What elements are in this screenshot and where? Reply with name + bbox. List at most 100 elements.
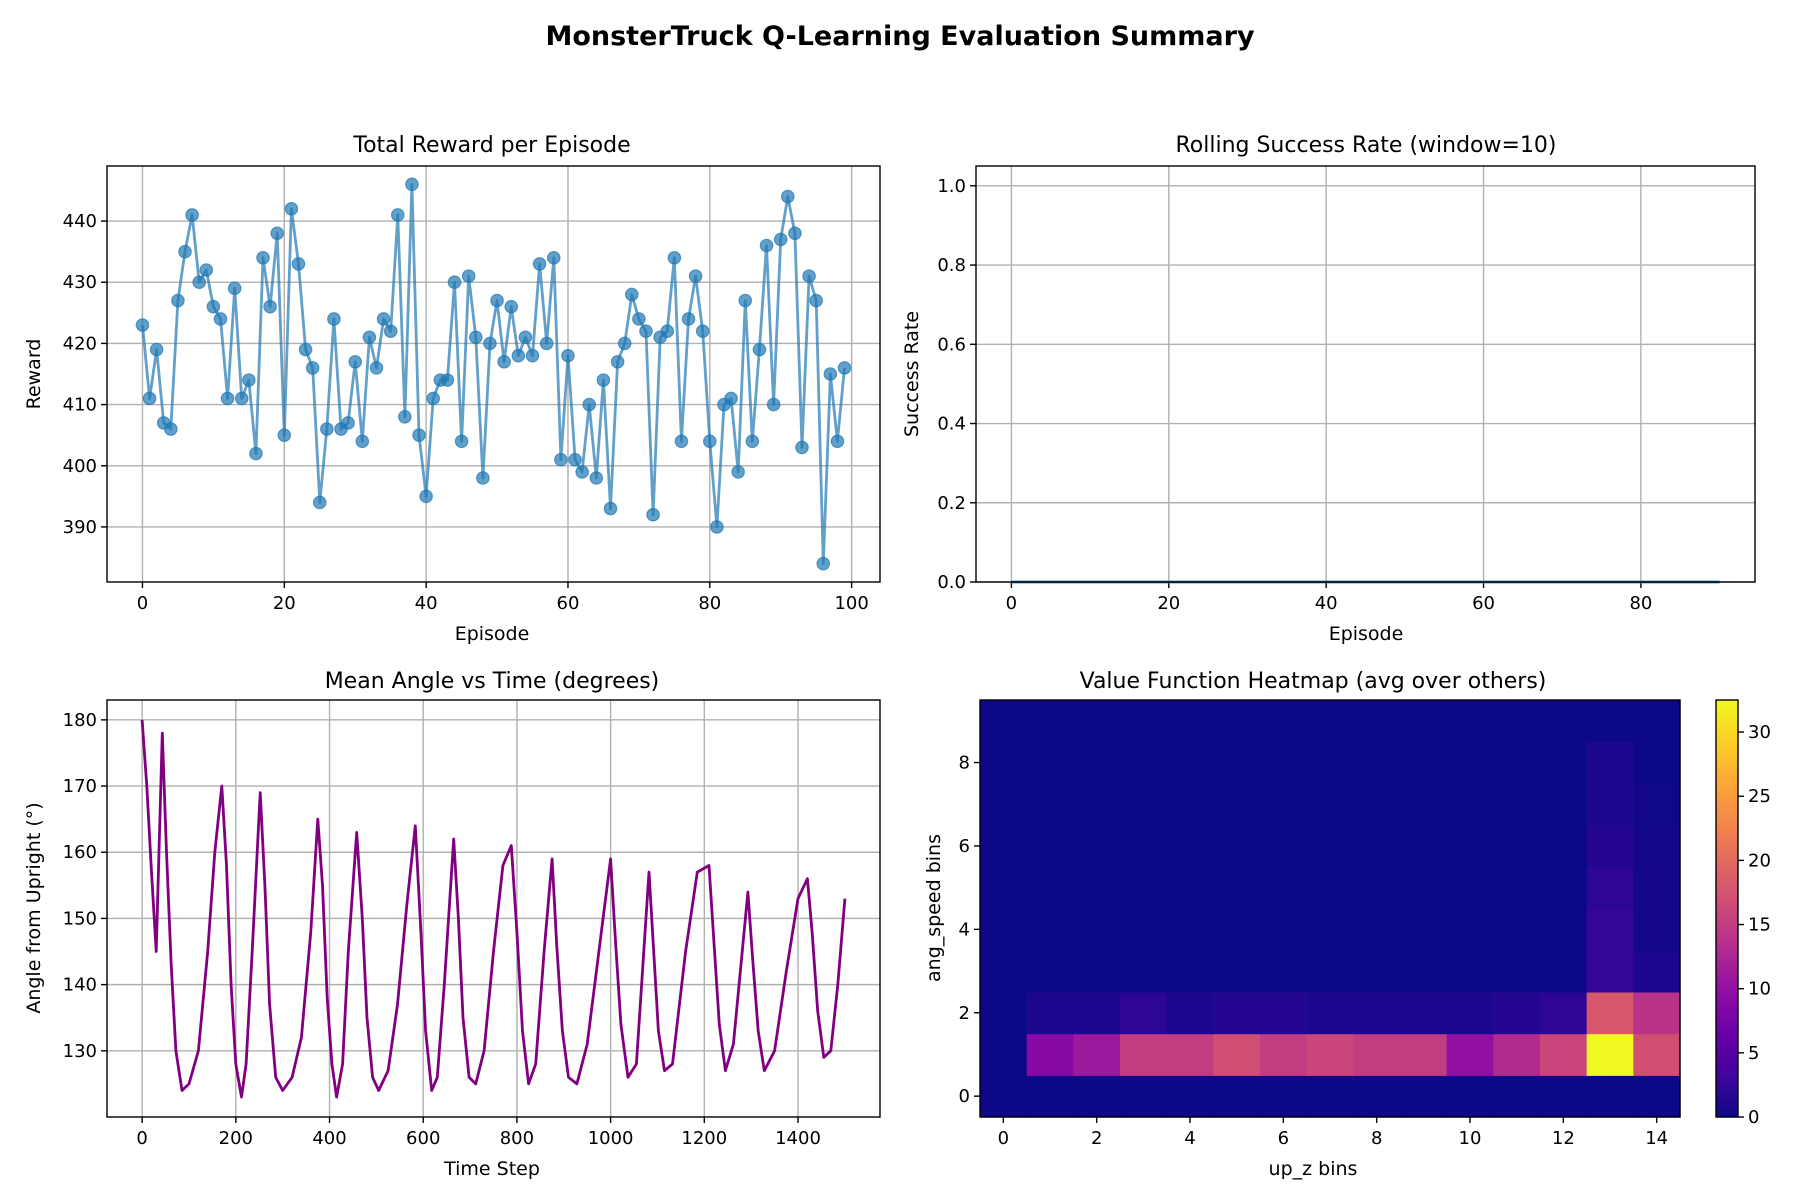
heatmap-cell [1073, 783, 1121, 826]
y-tick-label: 6 [959, 836, 970, 857]
heatmap-cell [1120, 1075, 1168, 1118]
x-tick-label: 14 [1645, 1128, 1668, 1149]
heatmap-cell [1446, 908, 1494, 951]
colorbar-segment [1716, 1096, 1738, 1102]
colorbar-segment [1716, 720, 1738, 727]
colorbar-segment [1716, 898, 1738, 904]
heatmap-y-axis-label: ang_speed bins [923, 834, 945, 982]
colorbar-segment [1716, 851, 1738, 857]
heatmap-cell [1400, 1075, 1448, 1118]
colorbar-segment [1716, 856, 1738, 863]
heatmap-cell [1633, 908, 1681, 951]
data-point [263, 299, 277, 314]
heatmap-cell [1400, 908, 1448, 951]
heatmap-cell [1026, 1075, 1074, 1118]
heatmap-cell [1400, 741, 1448, 784]
data-point [773, 232, 788, 247]
heatmap-cell [980, 700, 1028, 743]
data-point [759, 238, 774, 253]
angle-y-axis-label: Angle from Upright (°) [23, 802, 45, 1013]
data-point [284, 202, 299, 216]
data-point [348, 354, 363, 369]
heatmap-cell [1026, 825, 1074, 868]
colorbar-segment [1716, 825, 1738, 831]
heatmap-cell [980, 991, 1028, 1035]
reward-per-episode-panel: Total Reward per Episode Episode Reward … [23, 133, 881, 645]
heatmap-cell [1633, 991, 1681, 1035]
colorbar-segment [1716, 710, 1738, 717]
data-point [199, 263, 214, 277]
y-tick-label: 0 [959, 1086, 970, 1107]
y-tick-label: 0.4 [937, 414, 966, 435]
colorbar-segment [1716, 726, 1738, 732]
data-point [539, 336, 554, 351]
success-y-axis-label: Success Rate [901, 311, 923, 437]
colorbar-segment [1716, 819, 1738, 826]
colorbar-segment [1716, 1106, 1738, 1113]
x-tick-label: 800 [500, 1128, 534, 1149]
colorbar-segment [1716, 986, 1738, 993]
heatmap-colorbar: 0 5 10 15 20 25 30 [1715, 699, 1771, 1128]
heatmap-cell [1540, 950, 1588, 993]
colorbar-segment [1716, 960, 1738, 967]
heatmap-cell [1540, 825, 1588, 868]
x-tick-label: 1400 [775, 1128, 821, 1149]
x-tick-label: 0 [1006, 593, 1017, 614]
colorbar-segment [1716, 908, 1738, 915]
colorbar-segment [1716, 1080, 1738, 1087]
heatmap-cell [1400, 825, 1448, 868]
data-point [426, 391, 441, 406]
heatmap-cell [1586, 741, 1634, 784]
data-point [185, 208, 199, 222]
data-point [490, 293, 504, 308]
heatmap-cell [1353, 908, 1401, 951]
data-point [738, 293, 753, 308]
colorbar-segment [1716, 1054, 1738, 1061]
data-point [468, 330, 483, 345]
heatmap-cell [1120, 1033, 1168, 1076]
heatmap-cell [1166, 783, 1214, 826]
heatmap-cell [1400, 950, 1448, 993]
colorbar-segment [1716, 793, 1738, 800]
data-point [178, 244, 192, 259]
colorbar-segment [1716, 767, 1738, 774]
colorbar-segment [1716, 903, 1738, 910]
y-tick-label: 430 [63, 272, 97, 293]
data-point [561, 348, 575, 363]
data-point [731, 465, 745, 479]
data-point [298, 342, 313, 357]
data-point [376, 312, 391, 326]
heatmap-cell [1260, 1075, 1308, 1118]
data-point [171, 293, 185, 308]
colorbar-segment [1716, 752, 1738, 758]
data-point [320, 422, 334, 436]
heatmap-cell [1493, 866, 1541, 910]
heatmap-cell [1306, 950, 1354, 993]
data-point [249, 446, 263, 461]
data-point [667, 250, 682, 265]
data-point [724, 391, 738, 406]
heatmap-cell [1260, 991, 1308, 1035]
colorbar-segment [1716, 804, 1738, 811]
data-point [532, 257, 547, 271]
data-point [369, 361, 384, 375]
colorbar-tick-label: 30 [1748, 722, 1771, 743]
colorbar-segment [1716, 997, 1738, 1003]
data-point [383, 324, 398, 338]
heatmap-cell [1120, 950, 1168, 993]
heatmap-cell [1213, 1033, 1261, 1076]
heatmap-cell [1260, 825, 1308, 868]
x-tick-label: 10 [1459, 1128, 1482, 1149]
colorbar-segment [1716, 882, 1738, 889]
angle-panel-title: Mean Angle vs Time (degrees) [325, 669, 660, 694]
data-point [830, 434, 845, 449]
colorbar-segment [1716, 1111, 1738, 1118]
heatmap-cell [1213, 1075, 1261, 1118]
heatmap-cell [1633, 1033, 1681, 1076]
data-point [440, 373, 455, 387]
y-tick-label: 150 [63, 908, 97, 929]
data-point [554, 452, 568, 467]
heatmap-cell [1400, 1033, 1448, 1076]
heatmap-cell [1073, 866, 1121, 910]
